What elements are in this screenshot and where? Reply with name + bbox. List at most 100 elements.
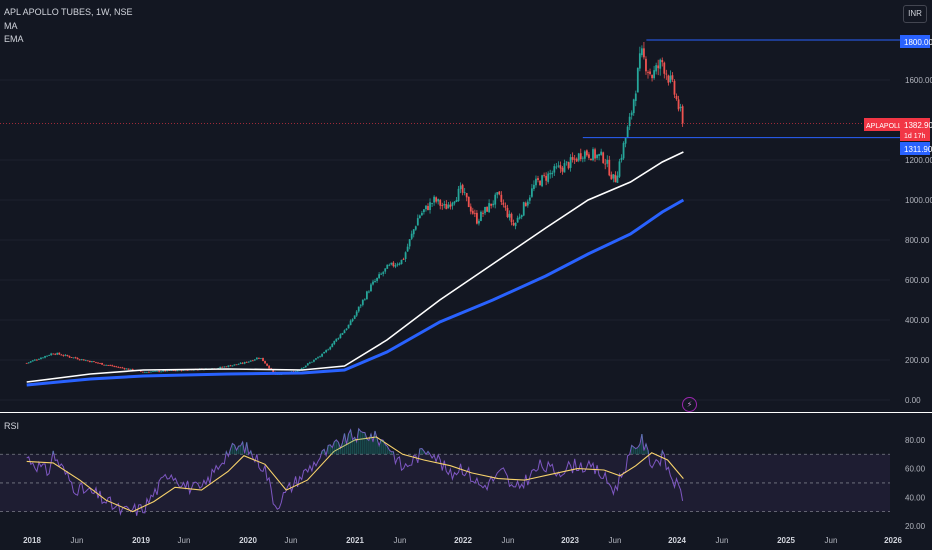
candle-body <box>406 246 409 252</box>
candle-body <box>506 207 509 218</box>
candle-body <box>327 349 330 351</box>
chart-legend: APL APOLLO TUBES, 1W, NSE MA EMA <box>4 6 133 47</box>
candle-body <box>640 48 643 56</box>
candle-body <box>563 163 566 173</box>
candle-body <box>121 367 124 369</box>
candle-body <box>443 204 446 206</box>
ma-indicator-label[interactable]: MA <box>4 20 18 31</box>
candle-body <box>614 174 617 183</box>
candle-body <box>516 217 519 223</box>
currency-button[interactable]: INR <box>903 5 927 23</box>
candle-body <box>113 366 116 367</box>
candle-body <box>60 354 63 356</box>
candle-body <box>518 216 521 219</box>
candle-body <box>268 365 271 369</box>
candle-body <box>622 143 625 159</box>
candle-body <box>573 158 576 160</box>
candle-body <box>229 365 232 367</box>
candle-body <box>671 75 674 80</box>
candle-body <box>567 162 570 169</box>
candle-body <box>533 184 535 189</box>
candle-body <box>25 362 28 364</box>
candle-body <box>27 362 30 364</box>
candle-body <box>600 151 603 155</box>
ema-indicator-label[interactable]: EMA <box>4 34 24 44</box>
price-grid <box>0 79 890 401</box>
candle-body <box>225 366 228 368</box>
candle-body <box>321 353 323 357</box>
candle-body <box>317 357 319 359</box>
lightning-bolt-icon[interactable]: ⚡ <box>682 397 697 412</box>
rsi-indicator-label[interactable]: RSI <box>4 421 20 431</box>
candle-body <box>345 328 348 331</box>
candle-body <box>488 203 491 213</box>
candle-body <box>148 371 150 373</box>
candle-body <box>323 351 326 354</box>
candle-body <box>598 154 601 156</box>
candle-body <box>628 116 631 127</box>
candle-body <box>583 151 586 159</box>
candle-body <box>82 359 85 361</box>
candle-body <box>655 65 658 72</box>
candle-body <box>445 204 448 210</box>
candle-body <box>677 99 680 110</box>
candle-body <box>463 192 466 193</box>
candle-body <box>453 201 456 204</box>
candle-body <box>416 218 419 226</box>
candle-body <box>313 359 315 362</box>
candle-body <box>400 259 403 264</box>
candle-body <box>579 153 582 160</box>
candle-body <box>48 355 51 356</box>
candle-body <box>302 367 305 369</box>
candle-body <box>253 359 256 361</box>
price-tick-label: 200.00 <box>905 356 930 365</box>
candle-body <box>131 368 134 371</box>
candle-body <box>227 365 230 367</box>
candle-body <box>433 196 436 203</box>
candle-body <box>569 157 572 168</box>
candle-body <box>522 202 525 216</box>
candle-body <box>423 209 425 213</box>
candle-body <box>657 65 660 69</box>
candle-body <box>111 365 114 367</box>
candle-body <box>490 203 493 206</box>
candle-body <box>553 166 556 173</box>
candle-body <box>141 371 144 373</box>
candle-body <box>592 149 594 161</box>
rsi-tick-label: 40.00 <box>905 493 926 502</box>
candle-body <box>264 361 266 364</box>
candle-body <box>431 203 433 204</box>
candle-body <box>384 268 387 272</box>
price-tick-label: 1600.00 <box>905 76 932 85</box>
candle-body <box>266 363 268 366</box>
candle-body <box>461 184 464 193</box>
candle-body <box>610 174 613 180</box>
candle-body <box>170 370 173 372</box>
candle-body <box>537 178 539 180</box>
candle-body <box>72 357 75 359</box>
candle-body <box>310 361 313 363</box>
candle-body <box>125 368 128 370</box>
candle-body <box>95 361 97 363</box>
symbol-title[interactable]: APL APOLLO TUBES, 1W, NSE <box>4 7 133 17</box>
candle-body <box>510 213 513 223</box>
candle-body <box>455 199 458 202</box>
candle-body <box>508 213 511 218</box>
candle-body <box>667 75 670 83</box>
candle-body <box>661 60 664 63</box>
candle-body <box>604 163 607 165</box>
candle-body <box>347 324 350 329</box>
candle-body <box>56 352 59 355</box>
candle-body <box>139 370 142 372</box>
candle-body <box>370 284 372 292</box>
candle-body <box>632 99 635 114</box>
time-tick-label: Jun <box>394 536 407 545</box>
candle-body <box>80 359 83 360</box>
time-tick-label: 2024 <box>668 536 686 545</box>
candle-body <box>638 53 641 69</box>
low-level-badge-bg <box>900 142 930 155</box>
candle-body <box>258 358 260 359</box>
candle-body <box>84 360 87 362</box>
candle-body <box>528 197 531 201</box>
